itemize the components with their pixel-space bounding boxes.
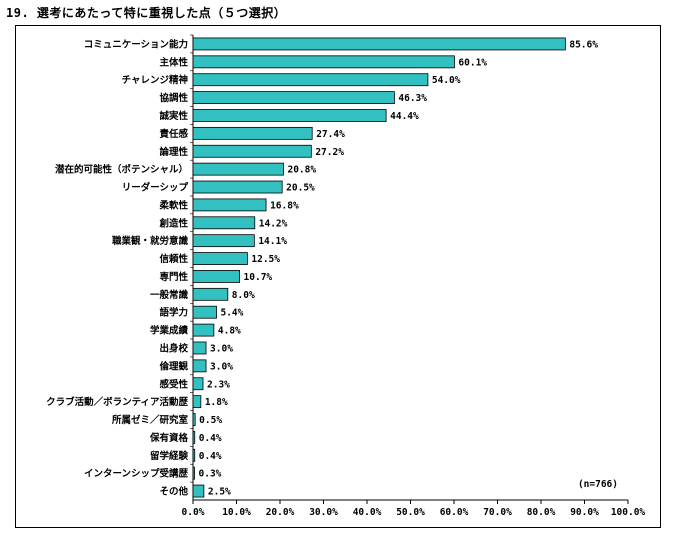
x-tick-label: 10.0%: [222, 507, 251, 518]
bar: [192, 448, 196, 462]
x-tick-label: 100.0%: [611, 507, 646, 518]
category-label: リーダーシップ: [122, 182, 189, 194]
category-label: 職業観・就労意識: [112, 235, 189, 247]
bar: [192, 109, 387, 122]
bar: [192, 341, 207, 355]
category-label: その他: [159, 486, 188, 498]
x-tick-label: 40.0%: [353, 507, 382, 518]
value-label: 1.8%: [205, 397, 228, 408]
category-label: 感受性: [159, 378, 188, 390]
value-label: 14.2%: [259, 218, 288, 229]
value-label: 10.7%: [244, 272, 273, 283]
chart-frame: [15, 25, 661, 528]
bar: [192, 37, 566, 51]
category-label: 論理性: [159, 146, 188, 158]
value-label: 2.3%: [207, 379, 230, 390]
x-tick-label: 50.0%: [396, 507, 425, 518]
category-label: 主体性: [159, 56, 188, 68]
bar: [192, 270, 240, 283]
x-tick-label: 30.0%: [309, 507, 338, 518]
chart-title: 19. 選考にあたって特に重視した点（５つ選択）: [6, 6, 287, 20]
category-label: 専門性: [159, 271, 188, 283]
value-label: 4.8%: [218, 326, 241, 337]
bar: [192, 305, 217, 319]
category-label: 責任感: [158, 128, 188, 140]
category-label: クラブ活動／ボランティア活動歴: [46, 396, 188, 408]
category-label: 保有資格: [149, 432, 189, 444]
category-label: インターンシップ受講歴: [84, 468, 189, 480]
bar: [192, 180, 283, 194]
value-label: 54.0%: [432, 75, 461, 86]
value-label: 5.4%: [220, 308, 243, 319]
bar: [192, 216, 256, 230]
bar: [192, 144, 312, 158]
value-label: 3.0%: [210, 361, 233, 372]
value-label: 60.1%: [458, 57, 487, 68]
x-tick-label: 20.0%: [266, 507, 295, 518]
plot-area: コミュニケーション能力 85.6% 主体性 60.1% チャレンジ精神 54.0% 協調性 4…: [46, 34, 646, 518]
value-label: 16.8%: [270, 200, 299, 211]
category-label: 一般常識: [150, 289, 189, 301]
category-label: コミュニケーション能力: [84, 38, 188, 50]
value-label: 0.3%: [199, 469, 222, 480]
value-label: 27.2%: [315, 147, 344, 158]
bar: [192, 395, 202, 409]
bar: [192, 55, 455, 69]
bar: [192, 252, 248, 265]
category-label: 柔軟性: [158, 199, 188, 211]
bar: [192, 466, 195, 480]
category-label: 学業成績: [150, 325, 189, 337]
x-tick-label: 0.0%: [182, 507, 205, 518]
bar: [192, 73, 429, 87]
value-label: 0.4%: [199, 451, 222, 462]
value-label: 8.0%: [232, 290, 255, 301]
x-tick-label: 70.0%: [483, 507, 512, 518]
category-label: 語学力: [159, 307, 188, 319]
value-label: 12.5%: [251, 254, 280, 265]
x-tick-label: 90.0%: [570, 507, 599, 518]
sample-size-note: (n=766): [578, 479, 618, 490]
bar: [192, 484, 205, 498]
category-label: 潜在的可能性（ポテンシャル）: [55, 164, 188, 176]
category-label: 留学経験: [150, 450, 189, 462]
value-label: 44.4%: [390, 111, 419, 122]
bar: [192, 359, 207, 373]
category-label: 信頼性: [159, 253, 188, 265]
bar: [192, 431, 196, 444]
category-label: チャレンジ精神: [122, 74, 188, 86]
bar: [192, 126, 313, 140]
value-label: 27.4%: [316, 129, 345, 140]
category-label: 誠実性: [159, 110, 188, 122]
bar: [192, 287, 229, 301]
value-label: 3.0%: [210, 343, 233, 354]
value-label: 20.8%: [287, 165, 316, 176]
bar: [192, 323, 215, 337]
bar: [192, 162, 284, 176]
bar: [192, 377, 204, 391]
value-label: 46.3%: [398, 93, 427, 104]
category-label: 所属ゼミ／研究室: [112, 414, 189, 426]
bar: [192, 91, 395, 104]
category-label: 協調性: [159, 92, 188, 104]
bar: [192, 234, 255, 248]
value-label: 85.6%: [569, 39, 598, 50]
bar: [192, 198, 267, 212]
x-tick-label: 60.0%: [440, 507, 469, 518]
category-label: 倫理観: [159, 360, 188, 372]
value-label: 0.4%: [199, 433, 222, 444]
value-label: 14.1%: [258, 236, 287, 247]
value-label: 20.5%: [286, 183, 315, 194]
category-label: 出身校: [159, 342, 188, 354]
value-label: 0.5%: [199, 415, 222, 426]
category-label: 創造性: [158, 217, 188, 229]
bar: [192, 413, 196, 426]
x-tick-label: 80.0%: [527, 507, 556, 518]
value-label: 2.5%: [208, 487, 231, 498]
